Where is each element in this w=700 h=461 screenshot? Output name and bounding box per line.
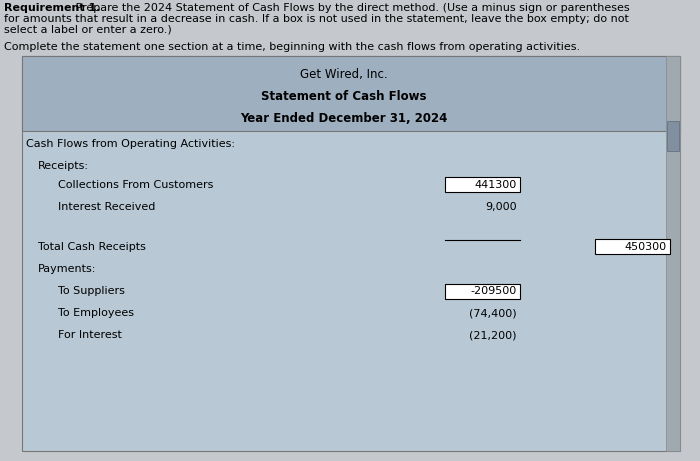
Text: (74,400): (74,400) <box>470 308 517 318</box>
Text: Prepare the 2024 Statement of Cash Flows by the direct method. (Use a minus sign: Prepare the 2024 Statement of Cash Flows… <box>72 3 629 13</box>
Text: Year Ended December 31, 2024: Year Ended December 31, 2024 <box>240 112 448 125</box>
FancyBboxPatch shape <box>595 240 670 254</box>
FancyBboxPatch shape <box>22 56 680 451</box>
Text: Payments:: Payments: <box>38 264 97 274</box>
Text: -209500: -209500 <box>470 286 517 296</box>
Text: Collections From Customers: Collections From Customers <box>58 180 213 190</box>
Text: Requirement 1.: Requirement 1. <box>4 3 101 13</box>
FancyBboxPatch shape <box>667 121 679 151</box>
FancyBboxPatch shape <box>445 177 520 193</box>
Text: To Employees: To Employees <box>58 308 134 318</box>
Text: Complete the statement one section at a time, beginning with the cash flows from: Complete the statement one section at a … <box>4 42 580 52</box>
FancyBboxPatch shape <box>666 56 680 451</box>
Text: Get Wired, Inc.: Get Wired, Inc. <box>300 68 388 81</box>
Text: Receipts:: Receipts: <box>38 161 89 171</box>
Text: For Interest: For Interest <box>58 330 122 340</box>
Text: 450300: 450300 <box>625 242 667 252</box>
Text: Total Cash Receipts: Total Cash Receipts <box>38 242 146 252</box>
Text: Interest Received: Interest Received <box>58 202 155 212</box>
FancyBboxPatch shape <box>22 56 680 131</box>
Text: Cash Flows from Operating Activities:: Cash Flows from Operating Activities: <box>26 139 235 149</box>
Text: 9,000: 9,000 <box>485 202 517 212</box>
Text: select a label or enter a zero.): select a label or enter a zero.) <box>4 25 171 35</box>
Text: 441300: 441300 <box>475 180 517 190</box>
Text: Statement of Cash Flows: Statement of Cash Flows <box>261 90 427 103</box>
Text: To Suppliers: To Suppliers <box>58 286 125 296</box>
Text: (21,200): (21,200) <box>470 330 517 340</box>
Text: for amounts that result in a decrease in cash. If a box is not used in the state: for amounts that result in a decrease in… <box>4 14 629 24</box>
FancyBboxPatch shape <box>445 284 520 299</box>
